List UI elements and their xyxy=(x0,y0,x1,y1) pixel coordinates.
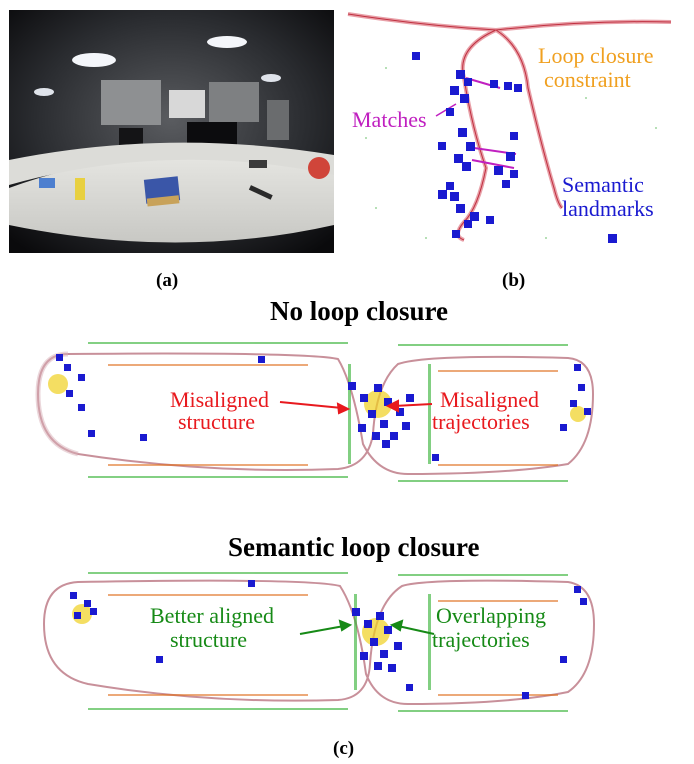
matches-label: Matches xyxy=(352,107,427,132)
office-photo xyxy=(9,10,334,253)
misaligned-trajectories-label-line1: Misaligned xyxy=(440,387,539,412)
semantic-loop-closure-map xyxy=(8,564,688,724)
no-loop-closure-map xyxy=(8,324,688,494)
loop-closure-label-line1: Loop closure xyxy=(538,43,654,68)
semantic-map-panel xyxy=(346,8,686,254)
no-loop-closure-title: No loop closure xyxy=(270,296,449,326)
loop-closure-label-line2: constraint xyxy=(544,67,631,92)
semantic-landmarks-label-line1: Semantic xyxy=(562,172,644,197)
misaligned-structure-label-line1: Misaligned xyxy=(170,387,269,412)
caption-b: (b) xyxy=(502,270,526,291)
better-aligned-structure-label-line1: Better aligned xyxy=(150,603,275,628)
semantic-loop-closure-title: Semantic loop closure xyxy=(228,532,480,562)
misaligned-structure-label-line2: structure xyxy=(178,409,255,434)
misaligned-trajectories-label-line2: trajectories xyxy=(432,409,530,434)
semantic-landmarks-label-line2: landmarks xyxy=(562,196,654,221)
caption-c: (c) xyxy=(333,738,355,759)
better-aligned-structure-label-line2: structure xyxy=(170,627,247,652)
overlapping-trajectories-label-line1: Overlapping xyxy=(436,603,546,628)
overlapping-trajectories-label-line2: trajectories xyxy=(432,627,530,652)
caption-a: (a) xyxy=(156,270,179,291)
